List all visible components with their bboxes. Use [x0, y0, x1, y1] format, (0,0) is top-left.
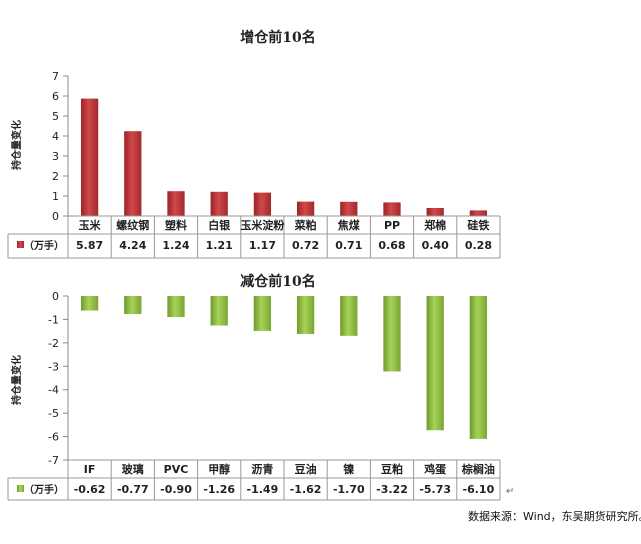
legend-swatch [17, 485, 24, 492]
bar [210, 296, 228, 326]
bar [253, 296, 272, 331]
y-tick-label: 7 [52, 70, 59, 83]
y-axis-label: 持仓量变化 [10, 355, 23, 405]
category-label: 郑棉 [424, 218, 446, 232]
bar [124, 131, 142, 216]
category-label: 玻璃 [122, 462, 144, 476]
bar [340, 296, 358, 336]
data-label: 1.21 [206, 239, 233, 252]
category-label: 豆油 [295, 462, 317, 476]
category-label: 玉米 [79, 218, 102, 232]
y-tick-label: 6 [52, 90, 59, 103]
data-label: -0.90 [160, 483, 192, 496]
bar [167, 296, 185, 318]
chart-title: 增仓前10名 [240, 29, 315, 46]
y-tick-label: 3 [52, 150, 59, 163]
y-tick-label: -5 [48, 407, 59, 420]
bar [340, 201, 358, 216]
bar [124, 296, 142, 315]
data-label: 0.68 [378, 239, 405, 252]
chart-title: 减仓前10名 [240, 273, 315, 290]
y-tick-label: -4 [48, 384, 59, 397]
data-label: 0.40 [422, 239, 449, 252]
bar [253, 192, 272, 216]
bar [469, 210, 488, 216]
data-label: -1.70 [333, 483, 365, 496]
category-label: IF [84, 463, 96, 476]
y-tick-label: -6 [48, 431, 59, 444]
category-label: 豆粕 [381, 462, 403, 476]
data-label: -1.49 [247, 483, 279, 496]
y-tick-label: 4 [52, 130, 59, 143]
data-label: -1.62 [290, 483, 322, 496]
y-tick-label: -7 [48, 454, 59, 467]
category-label: 菜粕 [294, 218, 317, 232]
category-label: 焦煤 [337, 218, 361, 232]
category-label: 镍 [343, 462, 354, 476]
data-label: 4.24 [119, 239, 146, 252]
bar [80, 296, 99, 311]
category-label: 沥青 [251, 462, 273, 476]
return-mark: ↵ [506, 486, 515, 497]
data-label: 5.87 [76, 239, 103, 252]
category-label: PVC [164, 463, 189, 476]
y-tick-label: -1 [48, 313, 59, 326]
y-tick-label: 2 [52, 170, 59, 183]
bar [426, 296, 444, 431]
data-label: 0.72 [292, 239, 319, 252]
data-label: 1.17 [249, 239, 276, 252]
bar [296, 296, 315, 334]
bar [469, 296, 488, 439]
legend-label: （万手） [24, 239, 64, 252]
data-label: 0.28 [465, 239, 492, 252]
bar [383, 202, 401, 216]
category-label: 塑料 [165, 218, 187, 232]
category-label: 白银 [208, 218, 231, 232]
category-label: 鸡蛋 [423, 462, 447, 476]
data-label: -5.73 [419, 483, 451, 496]
data-label: -1.26 [203, 483, 235, 496]
bar [296, 201, 315, 216]
legend-swatch [17, 241, 24, 248]
y-tick-label: 5 [52, 110, 59, 123]
data-label: -0.77 [117, 483, 149, 496]
bar [383, 296, 401, 372]
data-label: 0.71 [335, 239, 362, 252]
category-label: 螺纹钢 [116, 218, 149, 232]
y-axis-label: 持仓量变化 [10, 120, 23, 170]
bar [210, 191, 228, 216]
category-label: 棕榈油 [461, 462, 495, 476]
bar [80, 98, 99, 216]
bar [167, 191, 185, 216]
data-label: -0.62 [74, 483, 106, 496]
source-note: 数据来源：Wind，东吴期货研究所。 [468, 510, 641, 523]
category-label: 甲醇 [208, 462, 230, 476]
y-tick-label: 1 [52, 190, 59, 203]
data-label: 1.24 [162, 239, 189, 252]
legend-label: （万手） [24, 483, 64, 496]
bar [426, 208, 444, 216]
y-tick-label: -3 [48, 360, 59, 373]
y-tick-label: 0 [52, 210, 59, 223]
category-label: 硅铁 [467, 218, 489, 232]
category-label: PP [384, 219, 400, 232]
data-label: -6.10 [463, 483, 495, 496]
category-label: 玉米淀粉 [240, 218, 284, 232]
y-tick-label: 0 [52, 290, 59, 303]
data-label: -3.22 [376, 483, 408, 496]
y-tick-label: -2 [48, 337, 59, 350]
